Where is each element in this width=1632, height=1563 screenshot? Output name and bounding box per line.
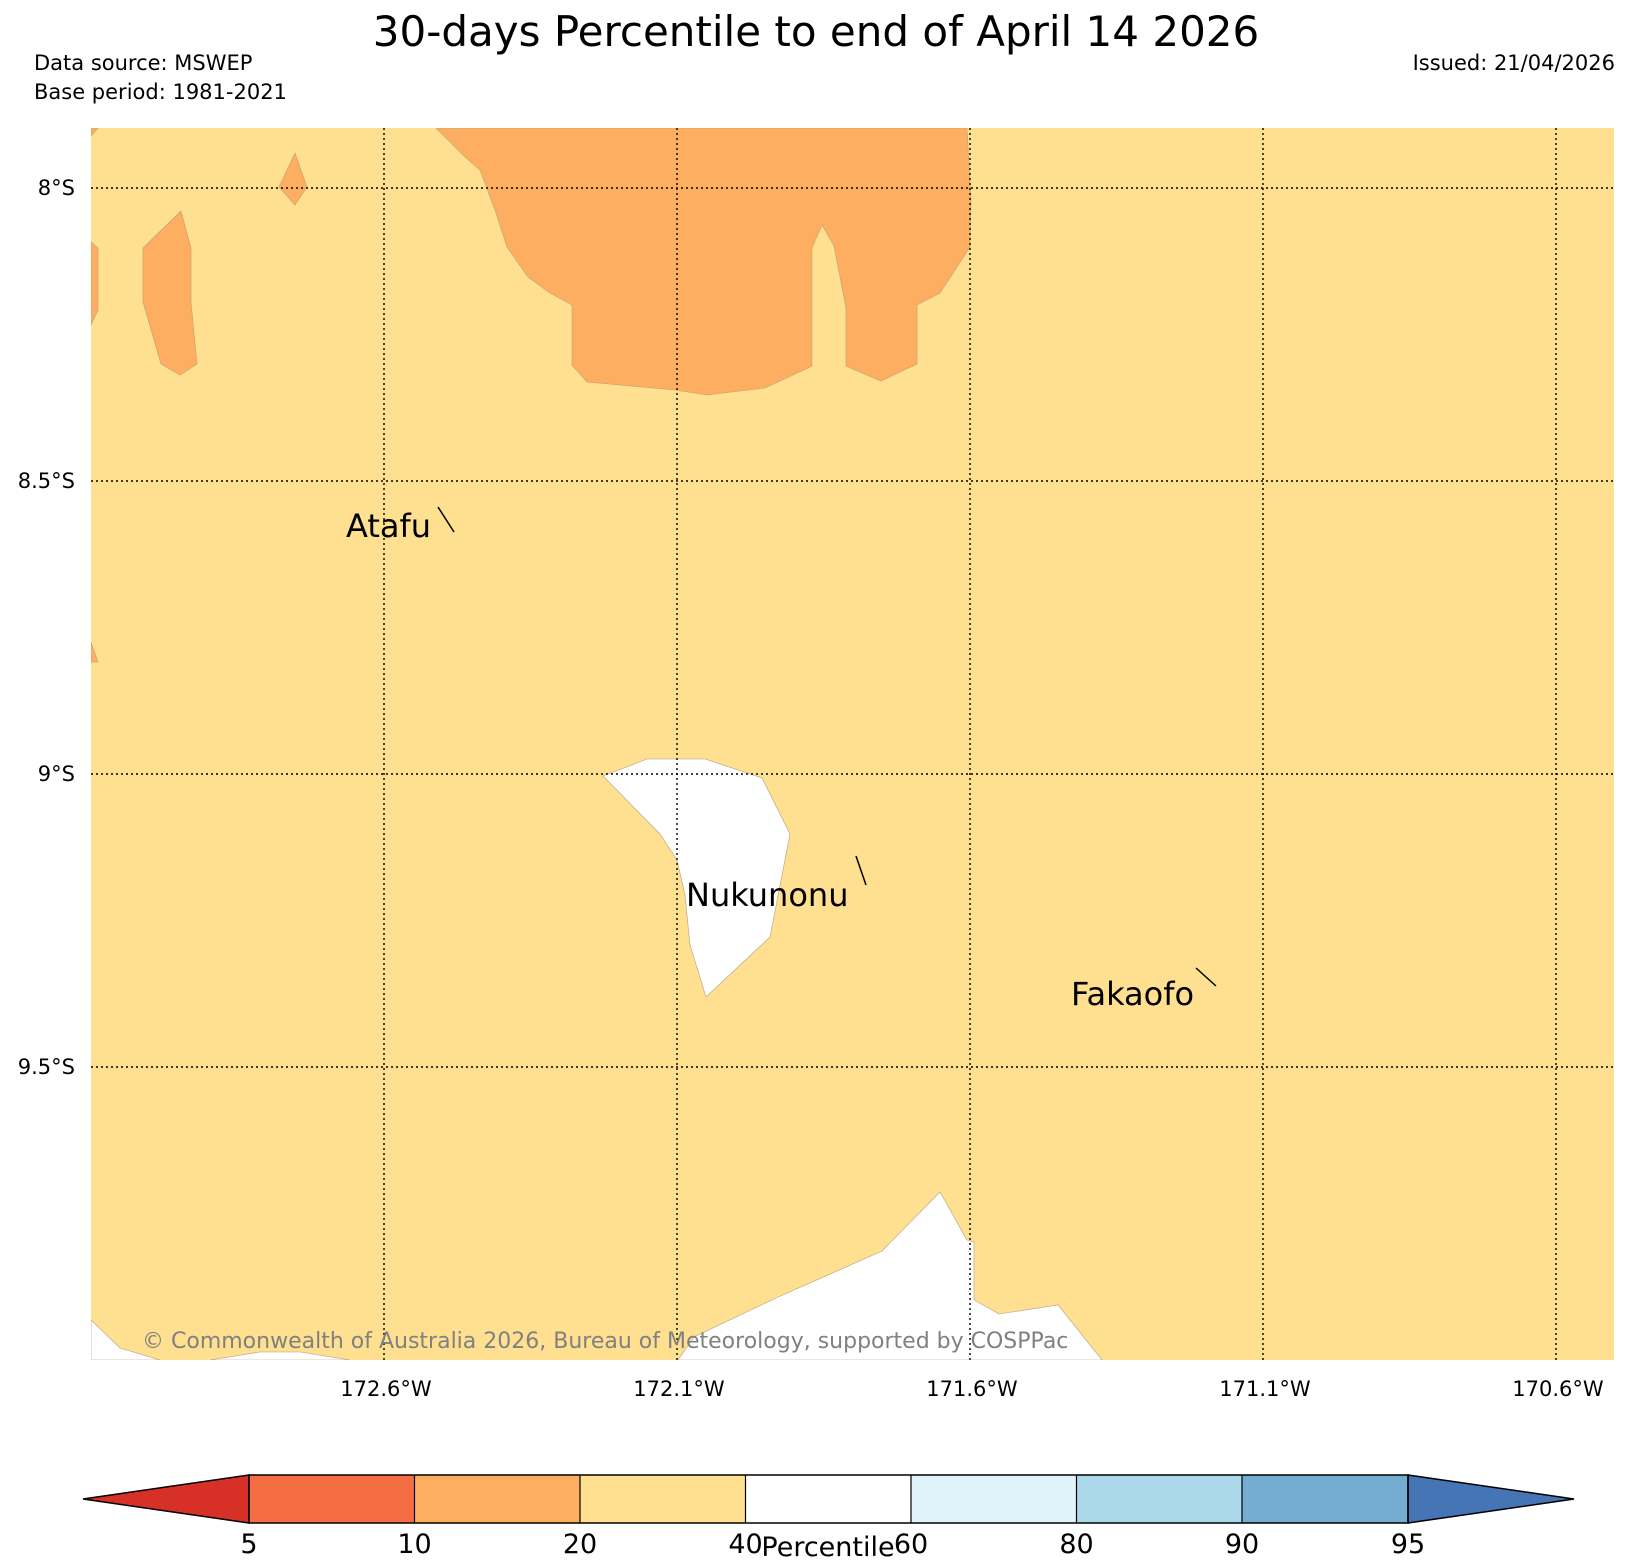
colorbar-label: Percentile	[761, 1532, 894, 1563]
colorbar-tick-10: 10	[397, 1529, 431, 1560]
colorbar-tick-40: 40	[728, 1529, 762, 1560]
colorbar-segment-80-90	[1076, 1475, 1242, 1523]
colorbar: 5 10 20 40 60 80 90 95 Percentile	[82, 1474, 1575, 1563]
percentile-10-20-region-edge	[91, 241, 99, 326]
percentile-10-20-region-small	[278, 152, 308, 206]
island-label-atafu: Atafu	[346, 507, 431, 545]
colorbar-tick-60: 60	[894, 1529, 928, 1560]
issued-date: Issued: 21/04/2026	[1413, 51, 1615, 75]
colorbar-segment-60-80	[911, 1475, 1077, 1523]
colorbar-tick-95: 95	[1391, 1529, 1425, 1560]
colorbar-tick-90: 90	[1225, 1529, 1259, 1560]
lat-label-8s: 8°S	[38, 176, 75, 200]
map-area: 8°S 8.5°S 9°S 9.5°S 172.6°W 172.1°W 171.…	[18, 128, 1614, 1401]
colorbar-tick-80: 80	[1059, 1529, 1093, 1560]
copyright-notice: © Commonwealth of Australia 2026, Bureau…	[142, 1329, 1068, 1354]
colorbar-segment-40-60	[745, 1475, 911, 1523]
page-title: 30-days Percentile to end of April 14 20…	[373, 7, 1260, 56]
lon-label-172-6w: 172.6°W	[340, 1377, 432, 1401]
island-label-nukunonu: Nukunonu	[686, 876, 848, 914]
colorbar-segment-5-10	[249, 1475, 415, 1523]
lon-label-172-1w: 172.1°W	[633, 1377, 725, 1401]
lat-label-8-5s: 8.5°S	[18, 469, 75, 493]
percentile-10-20-region-edge-2	[91, 641, 99, 663]
island-marker-nukunonu: Nukunonu	[686, 855, 867, 914]
percentile-40-60-region-center	[602, 758, 791, 998]
percentile-40-60-region-southwest	[91, 1319, 161, 1360]
colorbar-segment-10-20	[414, 1475, 580, 1523]
percentile-10-20-region-corner	[91, 128, 99, 137]
colorbar-extend-high	[1407, 1474, 1575, 1524]
island-marker-fakaofo: Fakaofo	[1071, 967, 1217, 1013]
percentile-40-60-region-south	[677, 1191, 1103, 1360]
lon-label-170-6w: 170.6°W	[1512, 1377, 1604, 1401]
data-source: Data source: MSWEP	[34, 51, 252, 75]
percentile-40-60-region-southwest-2	[209, 1351, 351, 1360]
lon-label-171-6w: 171.6°W	[926, 1377, 1018, 1401]
island-label-fakaofo: Fakaofo	[1071, 975, 1194, 1013]
colorbar-segment-20-40	[580, 1475, 746, 1523]
map-gridlines	[91, 128, 1614, 1360]
island-marker-atafu: Atafu	[346, 506, 455, 545]
lat-label-9s: 9°S	[38, 762, 75, 786]
percentile-10-20-region-west	[142, 210, 198, 376]
lat-label-9-5s: 9.5°S	[18, 1055, 75, 1079]
percentile-10-20-region-north	[435, 128, 972, 396]
colorbar-tick-5: 5	[240, 1529, 257, 1560]
base-period: Base period: 1981-2021	[34, 80, 287, 104]
colorbar-extend-low	[82, 1474, 250, 1524]
colorbar-segment-90-95	[1242, 1475, 1408, 1523]
colorbar-tick-20: 20	[563, 1529, 597, 1560]
lon-label-171-1w: 171.1°W	[1219, 1377, 1311, 1401]
